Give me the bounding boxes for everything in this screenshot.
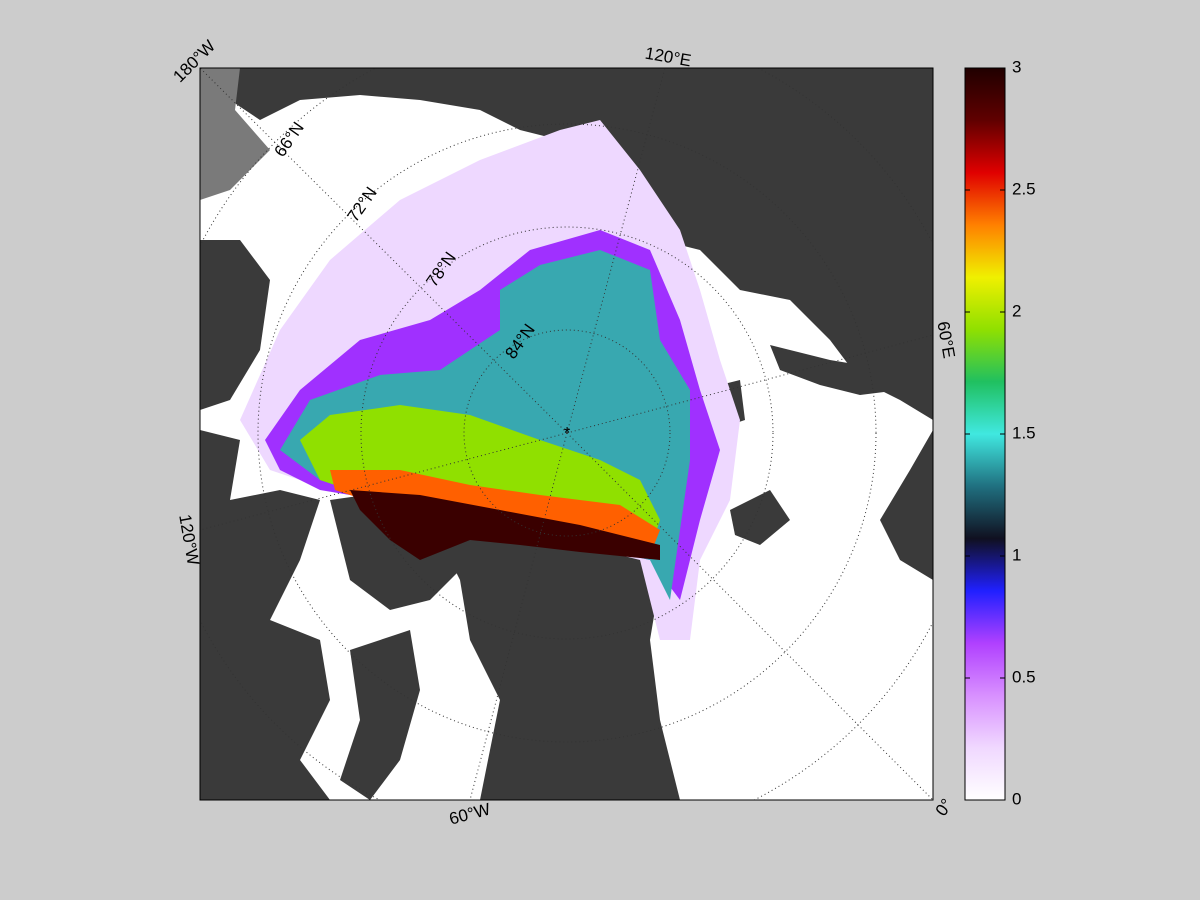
colorbar-tick-label: 0: [1012, 789, 1021, 808]
land: [880, 430, 933, 580]
lat-ring: [257, 123, 877, 743]
pole-marker: *: [564, 423, 571, 442]
colorbar-tick-label: 2.5: [1012, 179, 1036, 198]
land: [770, 345, 900, 395]
colorbar: [964, 67, 1006, 801]
lat-ring: [463, 329, 671, 537]
land: [340, 630, 420, 800]
land-edge: [200, 68, 270, 200]
colorbar-tick-label: 3: [1012, 57, 1021, 76]
colorbar-tick-label: 2: [1012, 301, 1021, 320]
meridian: [469, 432, 568, 800]
land: [430, 500, 680, 800]
land: [730, 490, 790, 545]
ice-thick: [350, 490, 660, 560]
land: [200, 430, 330, 800]
land: [200, 240, 270, 410]
colorbar-tick-label: 1.5: [1012, 423, 1036, 442]
lat-ring: [360, 226, 774, 640]
colorbar-tick-label: 1: [1012, 545, 1021, 564]
colorbar-tick-label: 0.5: [1012, 667, 1036, 686]
meridian: [200, 432, 568, 531]
meridian: [566, 68, 666, 434]
map: *: [200, 68, 933, 800]
land: [230, 68, 933, 420]
map-frame: [199, 67, 934, 801]
